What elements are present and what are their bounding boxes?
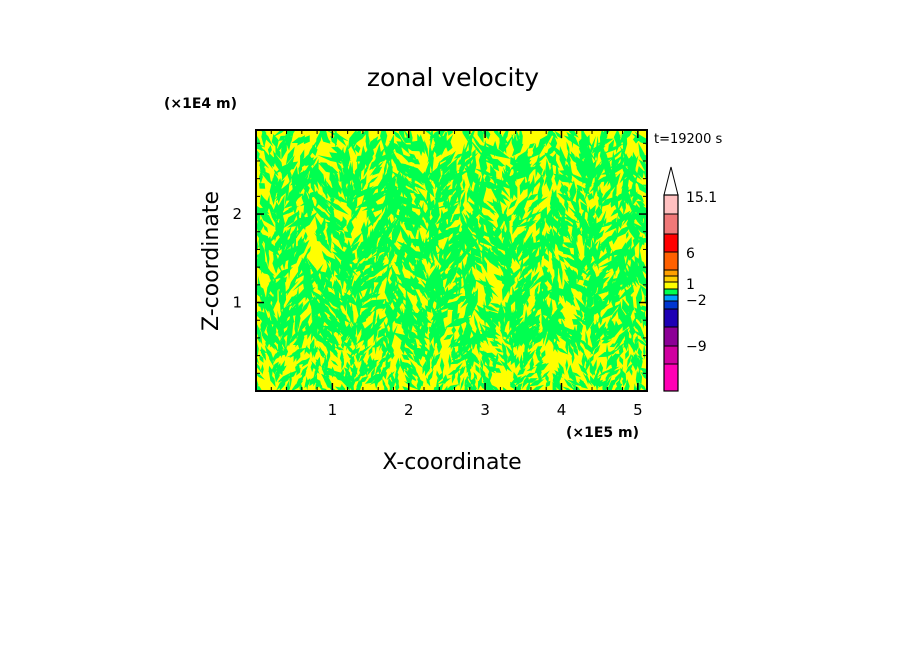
x-tick-label: 3 — [480, 401, 490, 419]
colorbar-segment — [663, 294, 679, 302]
colorbar-label: −2 — [686, 293, 707, 309]
colorbar-label: −9 — [686, 339, 707, 355]
colorbar-extend-triangle — [663, 166, 679, 196]
colorbar-frame — [663, 194, 679, 392]
colorbar-segment — [663, 326, 679, 347]
colorbar-segment — [663, 275, 679, 283]
negative-velocity-streaks — [256, 130, 647, 391]
colorbar-label: 15.1 — [686, 190, 717, 206]
colorbar-segment — [663, 288, 679, 296]
x-tick-label: 2 — [404, 401, 414, 419]
y-tick-label: 2 — [232, 205, 242, 223]
x-tick-label: 5 — [633, 401, 643, 419]
x-tick-label: 1 — [328, 401, 338, 419]
colorbar-segment — [663, 251, 679, 271]
x-tick-label: 4 — [557, 401, 567, 419]
plot-frame — [255, 129, 648, 392]
colorbar-segment — [663, 194, 679, 215]
colorbar-segment — [663, 363, 679, 392]
colorbar-segment — [663, 300, 679, 310]
chart-title: zonal velocity — [367, 63, 539, 92]
x-axis-unit: (×1E5 m) — [566, 425, 639, 441]
colorbar-segment — [663, 281, 679, 290]
x-axis-label: X-coordinate — [382, 450, 521, 475]
velocity-field — [256, 130, 647, 391]
y-axis: 12 — [232, 142, 647, 374]
colorbar-segment — [663, 213, 679, 235]
colorbar-segment — [663, 269, 679, 277]
colorbar: 15.1 6 1−2 −9 — [663, 166, 717, 392]
y-axis-unit: (×1E4 m) — [164, 96, 237, 112]
time-label: t=19200 s — [654, 132, 722, 147]
colorbar-segment — [663, 308, 679, 328]
colorbar-segment — [663, 233, 679, 253]
x-axis: 1 2 3 4 5 — [270, 130, 643, 419]
colorbar-segment — [663, 345, 679, 365]
colorbar-label: 1 — [686, 277, 695, 293]
colorbar-label: 6 — [686, 246, 695, 262]
y-tick-label: 1 — [232, 294, 242, 312]
y-axis-label: Z-coordinate — [199, 191, 224, 331]
